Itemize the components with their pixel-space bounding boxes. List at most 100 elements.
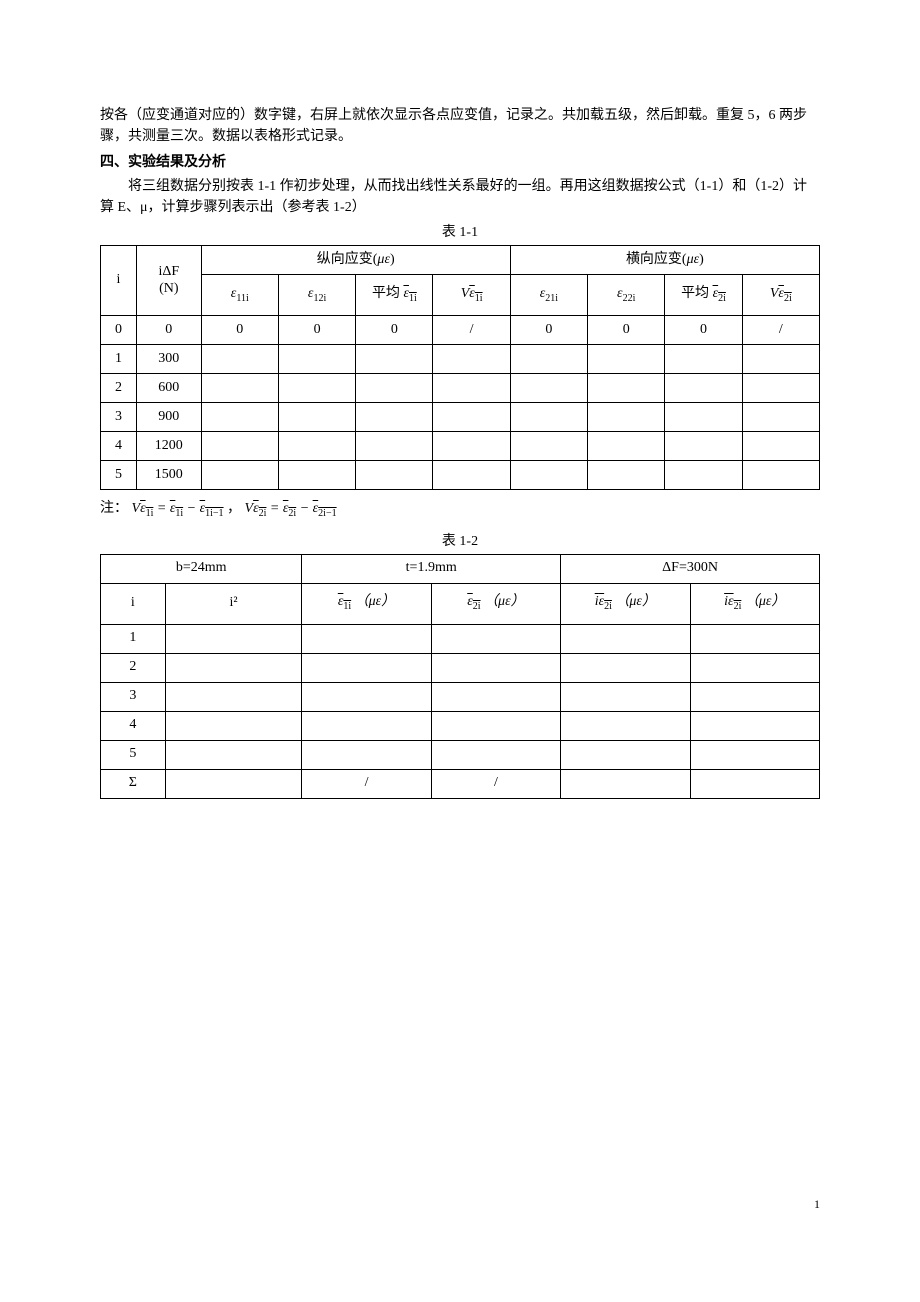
- unit: （με）: [741, 594, 785, 609]
- unit: （με）: [612, 594, 656, 609]
- table-cell: [742, 345, 819, 374]
- table-row: 5: [101, 740, 820, 769]
- sub: 11i: [236, 292, 248, 303]
- table2-caption: 表 1-2: [100, 531, 820, 552]
- table-cell: [302, 624, 431, 653]
- table-row: 51500: [101, 461, 820, 490]
- table-cell: 600: [136, 374, 201, 403]
- sub: 1i: [475, 292, 483, 303]
- page-number: 1: [814, 1197, 820, 1212]
- table-cell: 0: [101, 316, 137, 345]
- table-cell: [278, 345, 355, 374]
- table-cell: 0: [356, 316, 433, 345]
- table-row: 41200: [101, 432, 820, 461]
- table-cell: 300: [136, 345, 201, 374]
- table-cell: [665, 374, 742, 403]
- table-cell: [431, 740, 560, 769]
- t2-c2: i²: [165, 583, 302, 624]
- table-cell: [690, 711, 819, 740]
- table-row: Σ//: [101, 769, 820, 798]
- table-cell: 0: [201, 316, 278, 345]
- sub: 2i: [473, 601, 481, 612]
- t2-c4: ε2i （με）: [431, 583, 560, 624]
- table-cell: 4: [101, 711, 166, 740]
- table-cell: [588, 432, 665, 461]
- table-cell: [433, 345, 510, 374]
- group-trans-text: 横向应变(: [626, 252, 687, 267]
- col-d2-header: Vε2i: [742, 275, 819, 316]
- table-cell: [742, 461, 819, 490]
- table-row: ε11i ε12i 平均 ε1i Vε1i ε21i ε22i 平均 ε2i V…: [101, 275, 820, 316]
- col-avg2-header: 平均 ε2i: [665, 275, 742, 316]
- table-cell: [665, 345, 742, 374]
- table-cell: [510, 345, 587, 374]
- idF-line2: (N): [159, 281, 178, 296]
- sub: 2i: [718, 292, 726, 303]
- table-cell: 0: [136, 316, 201, 345]
- table-cell: [201, 461, 278, 490]
- table-row: i i² ε1i （με） ε2i （με） iε2i （με） iε2i （μ…: [101, 583, 820, 624]
- note-f2-v: V: [245, 501, 254, 516]
- table-cell: [356, 461, 433, 490]
- table-cell: 0: [278, 316, 355, 345]
- table-cell: 2: [101, 374, 137, 403]
- t2-c1: i: [101, 583, 166, 624]
- note-f1-v: V: [132, 501, 141, 516]
- table-cell: [433, 374, 510, 403]
- table-cell: [690, 653, 819, 682]
- table-cell: 1: [101, 624, 166, 653]
- group-transverse-header: 横向应变(με): [510, 246, 819, 275]
- sub: 2i: [784, 292, 792, 303]
- table-cell: [588, 403, 665, 432]
- table-row: 3: [101, 682, 820, 711]
- table-cell: [278, 432, 355, 461]
- sub: 1i: [343, 601, 351, 612]
- t2-h2: t=1.9mm: [302, 554, 561, 583]
- table-cell: [690, 624, 819, 653]
- sub: 2i: [604, 601, 612, 612]
- col-e12-header: ε12i: [278, 275, 355, 316]
- table-cell: [165, 740, 302, 769]
- table-cell: /: [433, 316, 510, 345]
- table-cell: [165, 653, 302, 682]
- table-cell: [561, 682, 690, 711]
- table-cell: [302, 653, 431, 682]
- table-cell: [561, 769, 690, 798]
- table-cell: [431, 711, 560, 740]
- table-cell: [510, 403, 587, 432]
- close-paren: ): [699, 252, 704, 267]
- table-cell: [742, 374, 819, 403]
- table-row: 00000/000/: [101, 316, 820, 345]
- table-cell: 3: [101, 682, 166, 711]
- t2-h1: b=24mm: [101, 554, 302, 583]
- table-cell: [201, 374, 278, 403]
- table-cell: [165, 711, 302, 740]
- table-cell: [165, 682, 302, 711]
- table-row: 1300: [101, 345, 820, 374]
- table-cell: [356, 432, 433, 461]
- table-cell: Σ: [101, 769, 166, 798]
- note-line: 注： Vε1i = ε1i − ε1i−1 ， Vε2i = ε2i − ε2i…: [100, 498, 820, 521]
- table-cell: 1500: [136, 461, 201, 490]
- table-cell: [356, 374, 433, 403]
- table-cell: [588, 461, 665, 490]
- table-cell: [561, 624, 690, 653]
- sub: 1i: [146, 508, 154, 519]
- idF-line1: iΔF: [158, 264, 179, 279]
- table-1: i iΔF (N) 纵向应变(με) 横向应变(με) ε11i ε12i 平均…: [100, 245, 820, 490]
- t2-c3: ε1i （με）: [302, 583, 431, 624]
- table-cell: [431, 653, 560, 682]
- mu-eps: με: [687, 252, 700, 267]
- table-cell: [561, 653, 690, 682]
- table-cell: [433, 461, 510, 490]
- table-cell: [302, 740, 431, 769]
- page: 按各（应变通道对应的）数字键，右屏上就依次显示各点应变值，记录之。共加载五级，然…: [0, 0, 920, 1302]
- table-cell: [356, 403, 433, 432]
- equals: =: [270, 501, 283, 516]
- col-i-header: i: [101, 246, 137, 316]
- table-cell: [510, 432, 587, 461]
- table-cell: 4: [101, 432, 137, 461]
- table-cell: [742, 403, 819, 432]
- table-cell: [431, 682, 560, 711]
- table-cell: [278, 403, 355, 432]
